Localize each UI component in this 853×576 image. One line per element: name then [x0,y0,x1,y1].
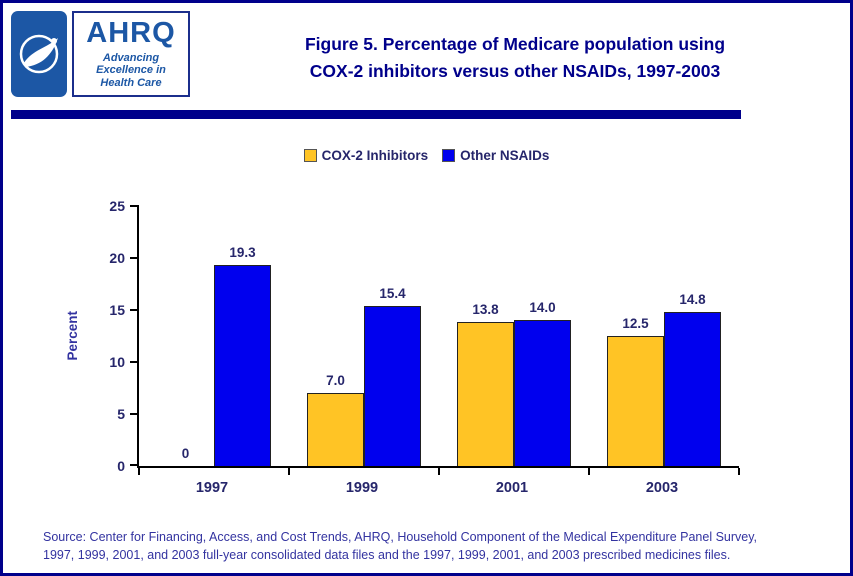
y-tick-label-20: 20 [109,250,125,266]
y-tick-5 [130,413,139,415]
y-tick-20 [130,257,139,259]
x-axis-label-1997: 1997 [195,480,229,496]
bar-slot-cox-2-inhibitors-1997: 0 [157,206,214,466]
x-axis-label-2003: 2003 [645,480,679,496]
bar-group-1997: 0 19.3 [139,206,289,466]
source-note: Source: Center for Financing, Access, an… [43,528,833,564]
bar-slot-cox-2-inhibitors-1999: 7.0 [307,206,364,466]
bar-value-label-cox-2-inhibitors-1997: 0 [181,446,190,461]
legend-swatch-cox-2-inhibitors [303,149,317,162]
chart-legend: COX-2 Inhibitors Other NSAIDs [3,147,850,164]
bar-group-2001: 13.8 14.0 [439,206,589,466]
ahrq-logo-tagline: Advancing Excellence in Health Care [96,51,166,89]
bar-value-label-other-nsaids-1999: 15.4 [379,286,406,301]
legend-label-other-nsaids: Other NSAIDs [460,148,550,163]
legend-label-cox-2-inhibitors: COX-2 Inhibitors [321,148,429,163]
x-axis-label-2001: 2001 [495,480,529,496]
bar-other-nsaids-1997 [214,265,271,466]
x-axis-labels: 1997 1999 2001 2003 [137,480,737,496]
bar-value-label-other-nsaids-2001: 14.0 [529,300,556,315]
y-tick-15 [130,309,139,311]
hhs-logo-icon [11,11,67,97]
x-tick-3 [588,468,590,475]
bar-other-nsaids-2003 [664,312,721,466]
bar-value-label-cox-2-inhibitors-1999: 7.0 [326,373,345,388]
bar-slot-other-nsaids-1997: 19.3 [214,206,271,466]
bar-cox-2-inhibitors-1999 [307,393,364,466]
legend-swatch-other-nsaids [442,149,456,162]
plot-area: 0 19.3 7.0 15.4 13.8 14.0 12.5 14.8 0 5 10 15 20 25 [109,199,740,475]
source-note-line2: 1997, 1999, 2001, and 2003 full-year con… [43,548,731,563]
bar-other-nsaids-1999 [364,306,421,466]
figure-title-line2: COX-2 inhibitors versus other NSAIDs, 19… [309,61,721,82]
plot-outer: 0 19.3 7.0 15.4 13.8 14.0 12.5 14.8 0 5 10 15 20 25 1… [109,199,740,496]
y-axis-label-wrap: Percent [59,206,85,466]
y-tick-label-25: 25 [109,198,125,214]
source-note-line1: Source: Center for Financing, Access, an… [43,530,758,544]
divider-bar [11,110,741,119]
bar-slot-other-nsaids-2003: 14.8 [664,206,721,466]
ahrq-logo: AHRQ Advancing Excellence in Health Care [72,11,190,97]
bar-slot-cox-2-inhibitors-2003: 12.5 [607,206,664,466]
y-tick-label-10: 10 [109,354,125,370]
legend-item-cox-2-inhibitors: COX-2 Inhibitors [303,148,429,163]
x-tick-1 [288,468,290,475]
bar-group-1999: 7.0 15.4 [289,206,439,466]
y-tick-label-15: 15 [109,302,125,318]
y-tick-label-5: 5 [117,406,125,422]
x-axis-label-1999: 1999 [345,480,379,496]
bar-slot-cox-2-inhibitors-2001: 13.8 [457,206,514,466]
bar-other-nsaids-2001 [514,320,571,466]
logo-group: AHRQ Advancing Excellence in Health Care [11,11,190,97]
bar-chart: Percent 0 19.3 7.0 15.4 13.8 14.0 12.5 14.8 0 5 10… [59,199,850,496]
legend-item-other-nsaids: Other NSAIDs [442,148,549,163]
figure-title-line1: Figure 5. Percentage of Medicare populat… [304,34,726,54]
bar-cox-2-inhibitors-2003 [607,336,664,466]
bar-value-label-other-nsaids-2003: 14.8 [679,292,706,307]
bar-value-label-other-nsaids-1997: 19.3 [229,245,256,260]
y-tick-25 [130,205,139,207]
y-tick-label-0: 0 [117,458,125,474]
bar-cox-2-inhibitors-2001 [457,322,514,466]
bar-slot-other-nsaids-2001: 14.0 [514,206,571,466]
y-tick-0 [130,464,139,466]
header: AHRQ Advancing Excellence in Health Care… [3,3,850,103]
bar-group-2003: 12.5 14.8 [589,206,739,466]
bar-value-label-cox-2-inhibitors-2001: 13.8 [472,302,499,317]
ahrq-logo-acronym: AHRQ [86,16,176,49]
bar-value-label-cox-2-inhibitors-2003: 12.5 [622,316,649,331]
y-axis-label: Percent [64,311,80,361]
x-tick-0 [138,468,140,475]
bar-slot-other-nsaids-1999: 15.4 [364,206,421,466]
figure-title: Figure 5. Percentage of Medicare populat… [190,31,840,85]
x-tick-4 [738,468,740,475]
y-tick-10 [130,361,139,363]
x-tick-2 [438,468,440,475]
